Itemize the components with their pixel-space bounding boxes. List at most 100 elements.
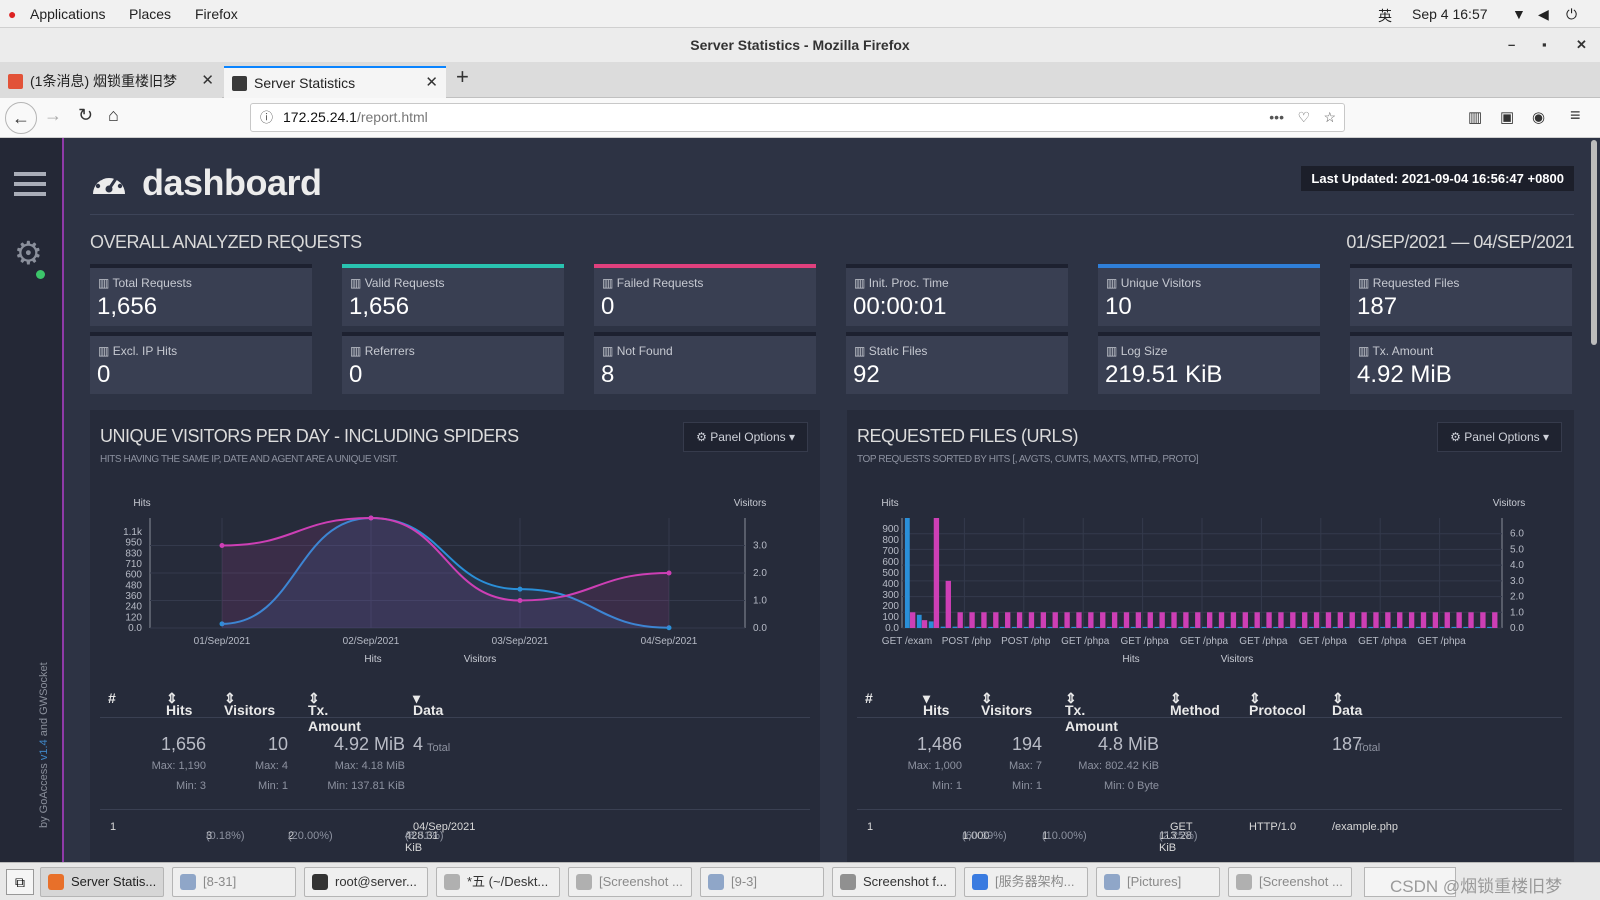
hits-bar[interactable] <box>1202 626 1207 628</box>
sidebar-toggle-icon[interactable]: ▣ <box>1500 109 1515 126</box>
page-scrollbar[interactable] <box>1588 138 1600 862</box>
taskbar-item[interactable]: Server Statis... <box>40 867 164 897</box>
taskbar-item[interactable]: [Screenshot ... <box>1228 867 1352 897</box>
hits-bar[interactable] <box>1380 626 1385 628</box>
col-hits[interactable]: Hits ▾ <box>923 690 950 718</box>
hits-bar[interactable] <box>1273 626 1279 628</box>
visitors-bar[interactable] <box>1147 612 1153 628</box>
forward-button[interactable]: → <box>44 105 62 125</box>
hits-bar[interactable] <box>952 626 958 628</box>
hits-bar[interactable] <box>1403 626 1409 628</box>
hits-bar[interactable] <box>1356 626 1362 628</box>
visitors-bar[interactable] <box>1064 612 1070 628</box>
visitors-bar[interactable] <box>1016 612 1023 628</box>
visitors-bar[interactable] <box>1432 612 1439 628</box>
visitors-bar[interactable] <box>1337 612 1344 628</box>
hits-bar[interactable] <box>1439 626 1445 628</box>
col-visitors[interactable]: Visitors ⇕ <box>981 690 1033 718</box>
visitors-bar[interactable] <box>1230 612 1237 628</box>
reload-button[interactable]: ↻ <box>78 105 94 125</box>
hits-bar[interactable] <box>1392 626 1397 628</box>
hits-bar[interactable] <box>1190 626 1195 628</box>
hits-bar[interactable] <box>1308 626 1314 628</box>
taskbar-item[interactable]: [服务器架构... <box>964 867 1088 897</box>
pocket-icon[interactable]: ♡ <box>1297 109 1310 125</box>
hits-bar[interactable] <box>1166 626 1172 628</box>
visitors-bar[interactable] <box>1373 612 1379 628</box>
settings-gear-icon[interactable]: ⚙ <box>14 235 43 271</box>
visitors-bar[interactable] <box>1159 612 1165 628</box>
visitors-bar[interactable] <box>1456 612 1462 628</box>
hits-bar[interactable] <box>905 518 910 628</box>
hits-bar[interactable] <box>1154 626 1160 628</box>
visitors-bar[interactable] <box>1480 612 1486 628</box>
data-point[interactable] <box>666 625 672 631</box>
tab-server-statistics[interactable]: Server Statistics ✕ <box>224 66 446 98</box>
hits-bar[interactable] <box>1047 626 1053 628</box>
taskbar-item[interactable]: Screenshot f... <box>832 867 956 897</box>
visitors-bar[interactable] <box>969 612 975 628</box>
hits-bar[interactable] <box>1095 626 1100 628</box>
url-bar[interactable]: ⓘ 172.25.24.1/report.html ••• ♡ ☆ <box>250 103 1345 132</box>
clock[interactable]: Sep 4 16:57 <box>1412 6 1488 22</box>
panel-options-button[interactable]: ⚙ Panel Options ▾ <box>683 422 808 452</box>
col-method[interactable]: Method ⇕ <box>1170 690 1220 718</box>
visitors-bar[interactable] <box>1242 612 1248 628</box>
visitors-bar[interactable] <box>1385 612 1391 628</box>
visitors-bar[interactable] <box>945 580 951 628</box>
visitors-bar[interactable] <box>1325 612 1332 628</box>
visitors-bar[interactable] <box>1420 612 1427 628</box>
visitors-bar[interactable] <box>933 518 940 628</box>
visitors-bar[interactable] <box>1005 612 1011 628</box>
visitors-bar[interactable] <box>1111 612 1118 628</box>
tab-close-icon[interactable]: ✕ <box>201 72 214 89</box>
hits-bar[interactable] <box>1487 626 1492 628</box>
hits-bar[interactable] <box>1415 626 1421 628</box>
taskbar-item[interactable]: [Pictures] <box>1096 867 1220 897</box>
visitors-bar[interactable] <box>1408 612 1415 628</box>
visitors-bar[interactable] <box>1302 612 1308 628</box>
table-row[interactable]: 1 1,000 (60.39%) 1 (10.00%) 113.28 KiB (… <box>867 821 1399 854</box>
hits-bar[interactable] <box>988 626 993 628</box>
visitors-bar[interactable] <box>1040 612 1047 628</box>
visitors-bar[interactable] <box>1171 612 1177 628</box>
col-tx-amount[interactable]: Tx. Amount ⇕ <box>1065 690 1118 734</box>
page-actions-icon[interactable]: ••• <box>1269 109 1284 125</box>
hits-bar[interactable] <box>1059 626 1065 628</box>
minimize-icon[interactable]: – <box>1508 37 1516 52</box>
visitors-bar[interactable] <box>981 612 987 628</box>
hits-bar[interactable] <box>1475 626 1480 628</box>
taskbar-item[interactable]: [Screenshot ... <box>568 867 692 897</box>
col-hits[interactable]: Hits ⇕ <box>166 690 193 718</box>
data-point[interactable] <box>368 515 374 521</box>
visitors-bar[interactable] <box>1100 612 1106 628</box>
hits-bar[interactable] <box>1368 626 1374 628</box>
wifi-icon[interactable]: ▼ <box>1512 6 1526 22</box>
applications-menu[interactable]: Applications <box>30 6 106 22</box>
scrollbar-thumb[interactable] <box>1591 140 1597 345</box>
visitors-bar[interactable] <box>1135 612 1142 628</box>
places-menu[interactable]: Places <box>129 6 172 22</box>
visitors-bar[interactable] <box>1278 612 1284 628</box>
back-button[interactable]: ← <box>5 102 37 134</box>
visitors-bar[interactable] <box>1123 612 1130 628</box>
hits-bar[interactable] <box>1451 626 1457 628</box>
visitors-bar[interactable] <box>1183 612 1189 628</box>
col-tx-amount[interactable]: Tx. Amount ⇕ <box>308 690 361 734</box>
hits-bar[interactable] <box>1106 626 1112 628</box>
hits-bar[interactable] <box>1261 626 1267 628</box>
data-point[interactable] <box>517 598 523 603</box>
visitors-bar[interactable] <box>1361 612 1367 628</box>
hits-bar[interactable] <box>1118 626 1124 628</box>
taskbar-item[interactable]: root@server... <box>304 867 428 897</box>
hits-bar[interactable] <box>1285 626 1290 628</box>
hits-bar[interactable] <box>916 614 922 628</box>
show-desktop-icon[interactable]: ⧉ <box>6 869 34 895</box>
info-icon[interactable]: ⓘ <box>260 110 274 125</box>
new-tab-button[interactable]: + <box>456 64 469 89</box>
hits-bar[interactable] <box>1178 626 1183 628</box>
data-point[interactable] <box>219 543 225 548</box>
menu-icon[interactable] <box>14 172 46 176</box>
col-num[interactable]: # <box>108 690 116 706</box>
col-num[interactable]: # <box>865 690 873 706</box>
